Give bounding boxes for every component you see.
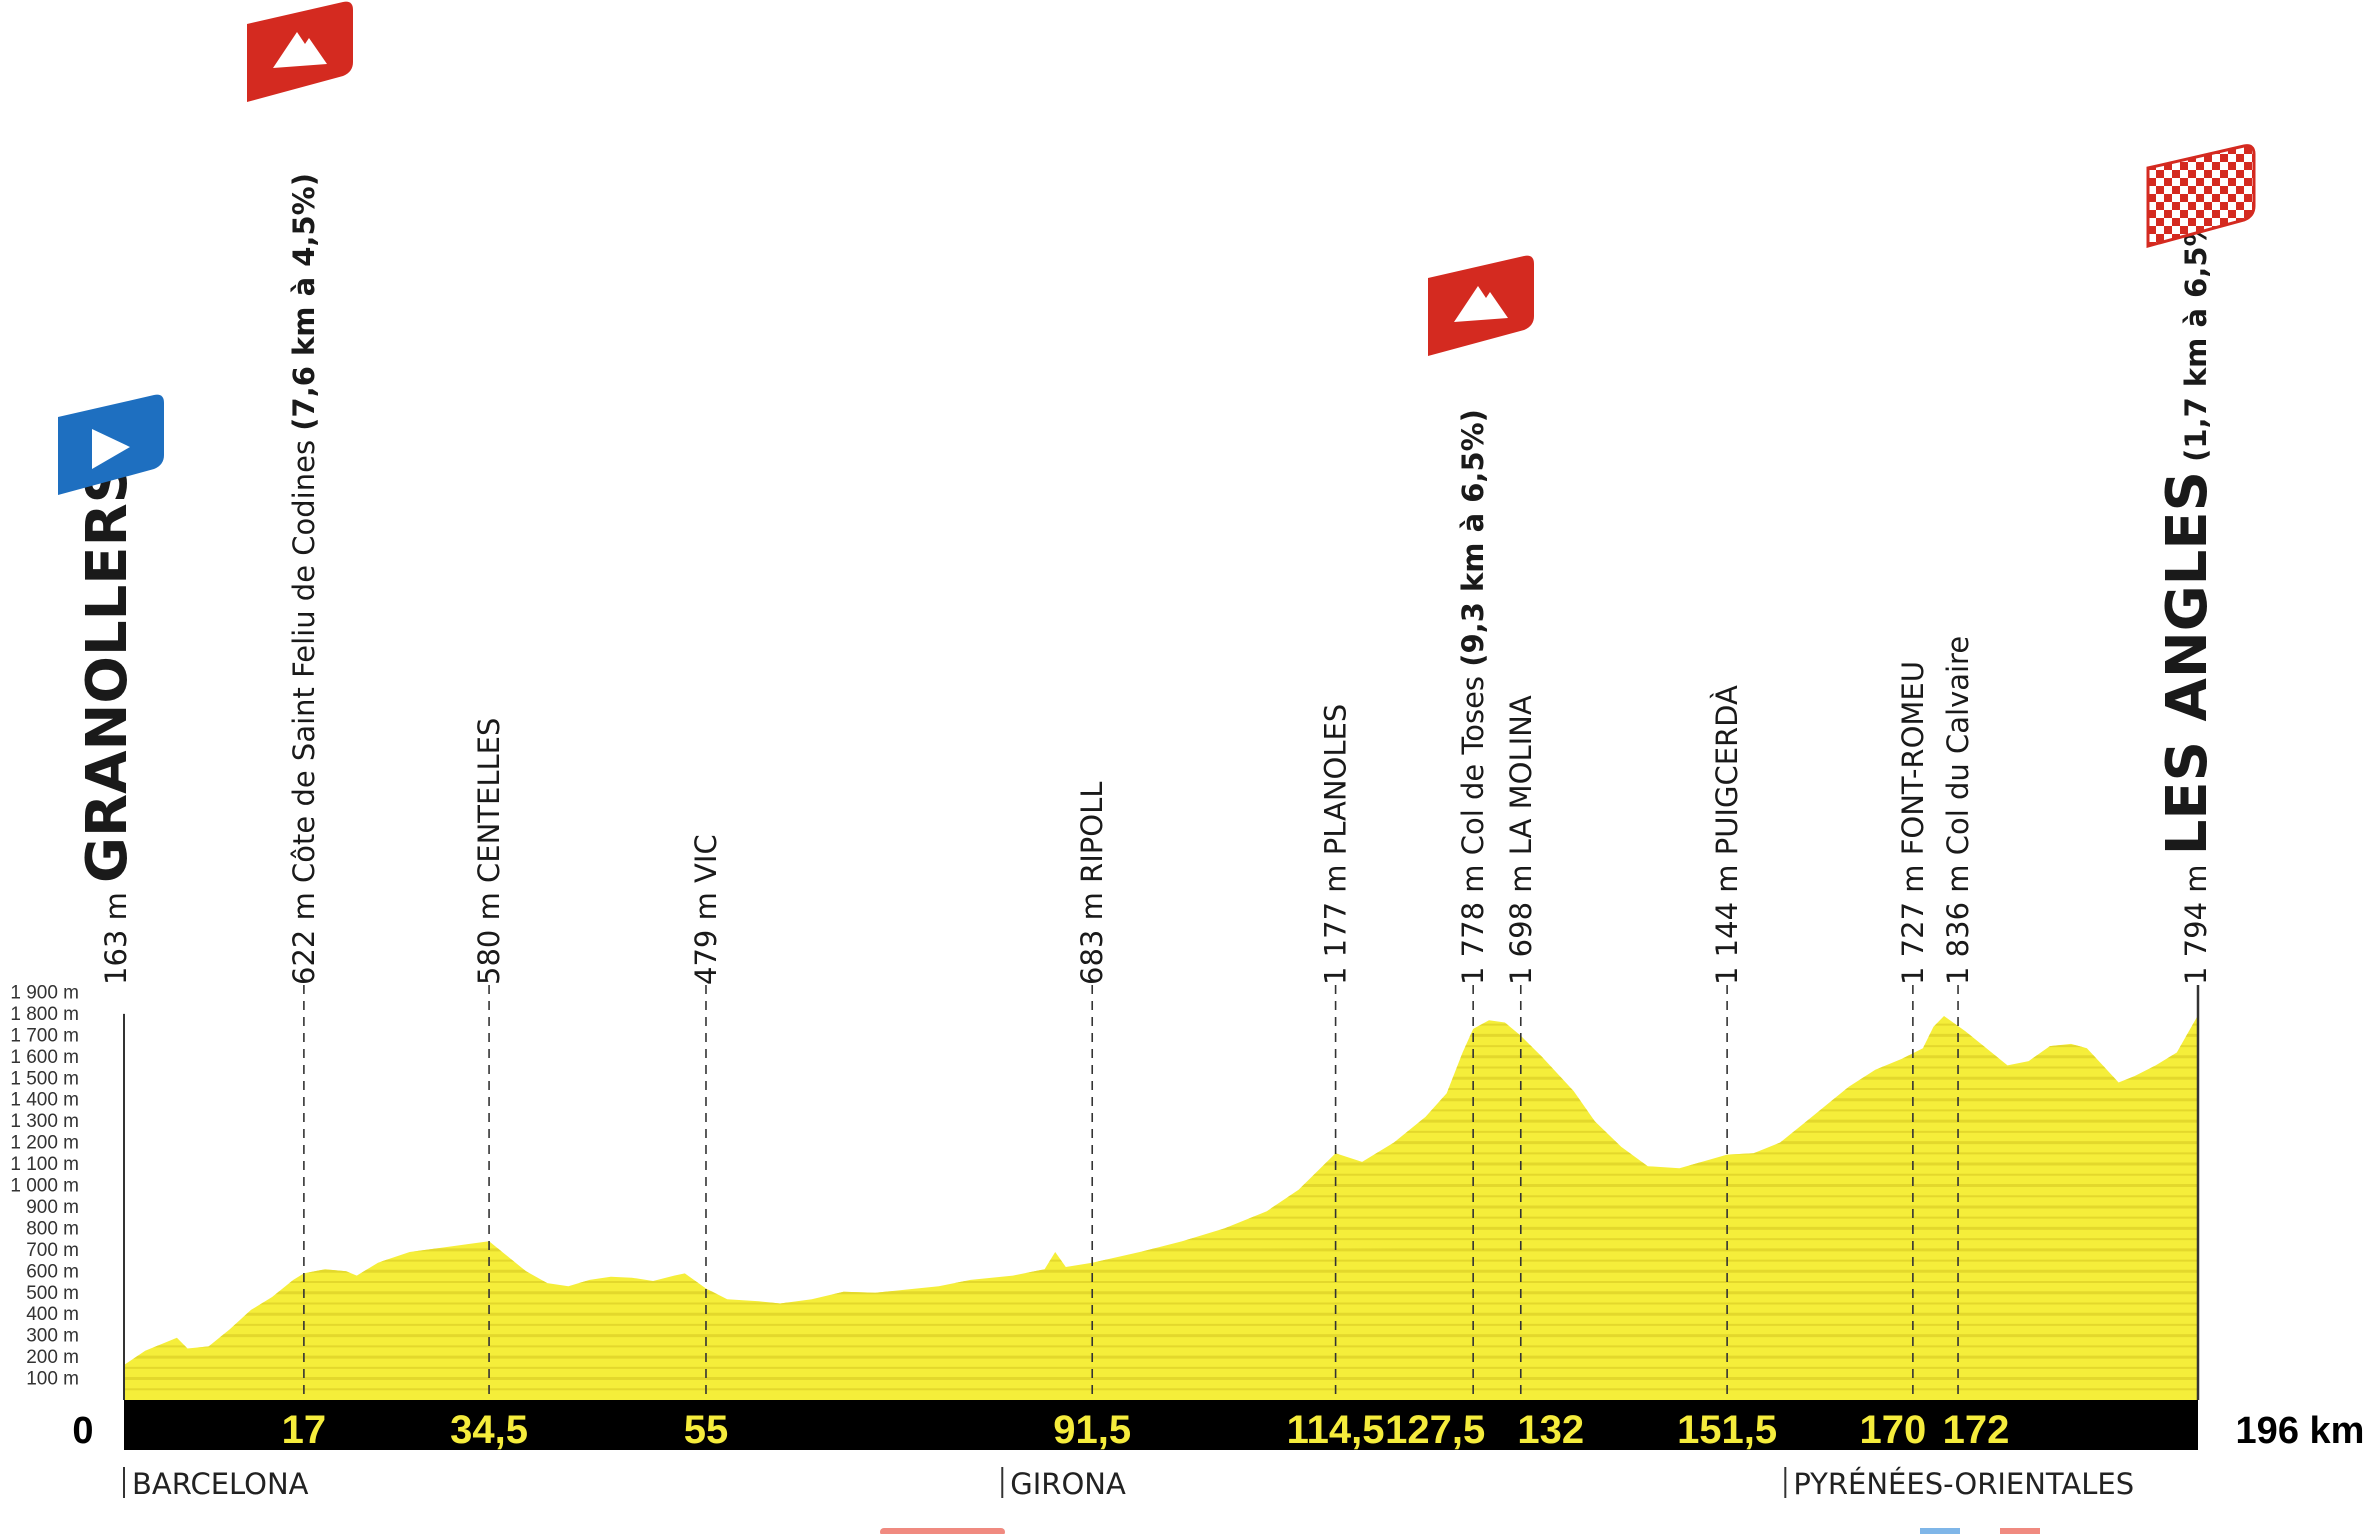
marker-name: VIC [689,834,723,883]
y-tick-label: 1 100 m [10,1154,79,1175]
marker-label-planoles: 1 177 m PLANOLES [1319,704,1353,985]
region-label: PYRÉNÉES-ORIENTALES [1793,1467,2134,1501]
marker-elevation: 479 m [689,892,723,985]
y-tick-label: 600 m [26,1261,79,1282]
marker-elevation: 1 177 m [1319,865,1353,986]
marker-name: PLANOLES [1319,704,1353,856]
km-label: 172 [1943,1408,2010,1452]
marker-elevation: 1 836 m [1941,865,1975,986]
partial-flag-icon [880,1528,1005,1534]
marker-name: RIPOLL [1075,782,1109,883]
y-tick-label: 1 200 m [10,1133,79,1154]
mountain-flag-icon [247,1,353,103]
partial-flag-icon [1920,1528,1960,1534]
distance-bar-background [124,1400,2198,1450]
y-tick-label: 300 m [26,1326,79,1347]
y-tick-label: 700 m [26,1240,79,1261]
flag-shape [2146,144,2256,248]
marker-name: PUIGCERDÀ [1710,685,1744,855]
mountain-icon [1454,286,1508,322]
km-label: 170 [1860,1408,1927,1452]
y-tick-label: 1 400 m [10,1090,79,1111]
y-tick-label: 200 m [26,1347,79,1368]
km-label: 151,5 [1677,1408,1777,1452]
marker-name: FONT-ROMEU [1896,661,1930,855]
marker-lines [303,985,2200,1400]
y-tick-label: 1 500 m [10,1068,79,1089]
y-tick-label: 1 000 m [10,1176,79,1197]
flags [58,1,2256,1534]
marker-name: LES ANGLES [2155,471,2220,855]
mountain-icon [273,32,327,68]
marker-name: GRANOLLERS [75,463,140,883]
marker-label-font-romeu: 1 727 m FONT-ROMEU [1896,661,1930,985]
climb-detail: (9,3 km à 6,5%) [1456,409,1490,667]
region-label: BARCELONA [132,1467,309,1501]
marker-name: CENTELLES [472,718,506,883]
region-label: GIRONA [1010,1467,1126,1501]
marker-label-col-du-calvaire: 1 836 m Col du Calvaire [1941,636,1975,985]
marker-label-c-te-de-saint-feliu-de-codines: 622 m Côte de Saint Feliu de Codines (7,… [287,173,321,985]
marker-label-puigcerd-: 1 144 m PUIGCERDÀ [1710,685,1744,985]
y-tick-label: 1 800 m [10,1004,79,1025]
finish-checkered-flag-icon [2146,144,2256,248]
y-tick-label: 900 m [26,1197,79,1218]
marker-elevation: 1 698 m [1504,865,1538,986]
marker-name: LA MOLINA [1504,695,1538,855]
origin-label: 0 [72,1410,93,1452]
y-tick-label: 100 m [26,1369,79,1390]
marker-name: Côte de Saint Feliu de Codines [287,440,321,883]
marker-label-granollers: 163 m GRANOLLERS [75,463,140,985]
km-label: 55 [684,1408,729,1452]
marker-elevation: 1 727 m [1896,865,1930,986]
distance-bar: 0 196 km 17 34,5 55 91,5 114,5 127,5 132 151,5 170… [72,1400,2364,1452]
mountain-flag-icon [1428,255,1534,356]
marker-name: Col du Calvaire [1941,636,1975,855]
marker-label-col-de-toses: 1 778 m Col de Toses (9,3 km à 6,5%) [1456,409,1490,985]
km-label: 17 [282,1408,327,1452]
marker-elevation: 1 794 m [2179,865,2213,986]
marker-elevation: 683 m [1075,892,1109,985]
km-label: 34,5 [450,1408,528,1452]
y-tick-label: 500 m [26,1283,79,1304]
marker-label-la-molina: 1 698 m LA MOLINA [1504,695,1538,985]
elevation-area [123,1013,2198,1400]
y-tick-label: 400 m [26,1304,79,1325]
climb-detail: (1,7 km à 6,5%) [2179,204,2213,462]
marker-label-centelles: 580 m CENTELLES [472,718,506,985]
y-tick-label: 1 700 m [10,1025,79,1046]
climb-detail: (7,6 km à 4,5%) [287,173,321,431]
marker-label-les-angles: 1 794 m LES ANGLES (1,7 km à 6,5%) [2155,204,2220,985]
marker-elevation: 1 778 m [1456,865,1490,986]
km-label: 91,5 [1053,1408,1131,1452]
marker-elevation: 1 144 m [1710,865,1744,986]
total-distance-label: 196 km [2236,1410,2365,1452]
play-triangle-icon [92,429,130,469]
partial-flag-icon [2000,1528,2040,1534]
marker-elevation: 622 m [287,892,321,985]
y-tick-label: 1 900 m [10,982,79,1003]
start-flag-icon [58,394,164,495]
marker-label-vic: 479 m VIC [689,834,723,985]
y-tick-label: 1 300 m [10,1111,79,1132]
km-label: 127,5 [1385,1408,1485,1452]
y-tick-label: 800 m [26,1218,79,1239]
marker-elevation: 163 m [99,892,133,985]
marker-name: Col de Toses [1456,676,1490,855]
region-labels: BARCELONA GIRONA PYRÉNÉES-ORIENTALES [123,1467,2134,1501]
marker-labels: 163 m GRANOLLERS 622 m Côte de Saint Feli… [75,173,2220,985]
marker-label-ripoll: 683 m RIPOLL [1075,782,1109,985]
km-label: 132 [1517,1408,1584,1452]
y-tick-label: 1 600 m [10,1047,79,1068]
km-label: 114,5 [1287,1408,1385,1452]
marker-elevation: 580 m [472,892,506,985]
